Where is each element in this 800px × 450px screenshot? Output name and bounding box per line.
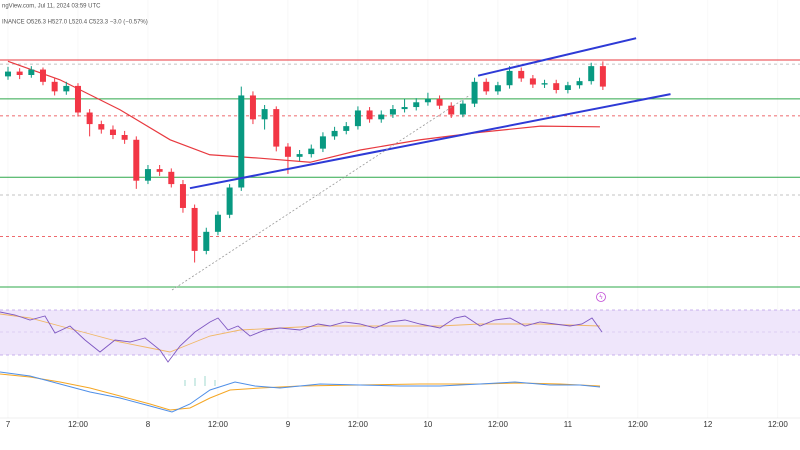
candle-body <box>74 85 81 113</box>
candle-body <box>238 95 245 188</box>
candle-body <box>261 109 268 120</box>
trendline <box>189 93 671 190</box>
x-tick-label: 9 <box>286 420 291 429</box>
x-tick-label: 7 <box>6 420 11 429</box>
moving-average <box>7 60 600 163</box>
candle-body <box>448 105 455 115</box>
macd-histogram <box>184 376 216 386</box>
event-icon-glyph: ϟ <box>599 295 603 301</box>
candle-body <box>424 98 431 103</box>
x-tick-label: 12 <box>703 420 712 429</box>
candle-body <box>354 110 361 127</box>
candle-body <box>249 95 256 120</box>
candle-body <box>378 114 385 120</box>
candle-body <box>599 66 606 87</box>
candle-body <box>529 78 536 85</box>
rsi-band <box>0 310 800 355</box>
candle-body <box>588 66 595 82</box>
candle-body <box>401 107 408 110</box>
x-tick-label: 11 <box>564 420 573 429</box>
candle-body <box>98 124 105 130</box>
header: ngView.com, Jul 11, 2024 03:59 UTC <box>2 4 101 10</box>
candle-body <box>343 126 350 131</box>
candle-body <box>273 109 280 147</box>
candle-body <box>564 85 571 90</box>
candle-body <box>4 71 11 77</box>
candle-body <box>553 83 560 90</box>
candle-body <box>331 130 338 137</box>
candle-body <box>191 207 198 251</box>
candle-body <box>389 109 396 115</box>
candle-body <box>28 69 35 75</box>
candle-body <box>483 81 490 92</box>
rsi-ma <box>0 313 601 353</box>
candle-body <box>144 169 151 181</box>
candle-body <box>156 169 163 172</box>
x-tick-label: 12:00 <box>68 420 89 429</box>
candle-body <box>436 98 443 106</box>
candle-body <box>133 139 140 181</box>
measure-line <box>171 94 471 291</box>
candle-body <box>576 81 583 86</box>
candle-body <box>179 184 186 208</box>
candle-body <box>168 171 175 185</box>
candle-body <box>459 103 466 115</box>
candle-body <box>541 83 548 85</box>
candle-body <box>284 146 291 157</box>
candle-body <box>214 214 221 232</box>
candle-body <box>203 231 210 251</box>
candle-body <box>471 81 478 104</box>
plot <box>0 0 800 418</box>
candle-body <box>109 129 116 135</box>
candle-body <box>39 69 46 82</box>
macd-line <box>0 371 601 413</box>
candle-body <box>518 70 525 79</box>
candle-body <box>506 70 513 86</box>
candle-body <box>16 71 23 75</box>
candle-body <box>366 110 373 120</box>
candle-body <box>63 85 70 92</box>
candle-body <box>296 154 303 157</box>
ohlc-label: INANCE O526.3 H527.0 L520.4 C523.3 −3.0 … <box>2 20 148 26</box>
candle-body <box>308 148 315 155</box>
candle-body <box>319 136 326 149</box>
candle-body <box>121 135 128 140</box>
trendline <box>477 37 637 77</box>
x-tick-label: 10 <box>423 420 432 429</box>
candle-body <box>413 102 420 108</box>
x-tick-label: 12:00 <box>348 420 369 429</box>
candle-body <box>494 85 501 92</box>
event-icon[interactable] <box>596 292 606 302</box>
candle-body <box>51 81 58 92</box>
x-tick-label: 8 <box>146 420 151 429</box>
x-tick-label: 12:00 <box>208 420 229 429</box>
x-tick-label: 12:00 <box>488 420 509 429</box>
candle-body <box>86 112 93 125</box>
x-tick-label: 12:00 <box>628 420 649 429</box>
candle-body <box>226 187 233 215</box>
x-tick-label: 12:00 <box>768 420 789 429</box>
rsi-line <box>0 311 603 363</box>
